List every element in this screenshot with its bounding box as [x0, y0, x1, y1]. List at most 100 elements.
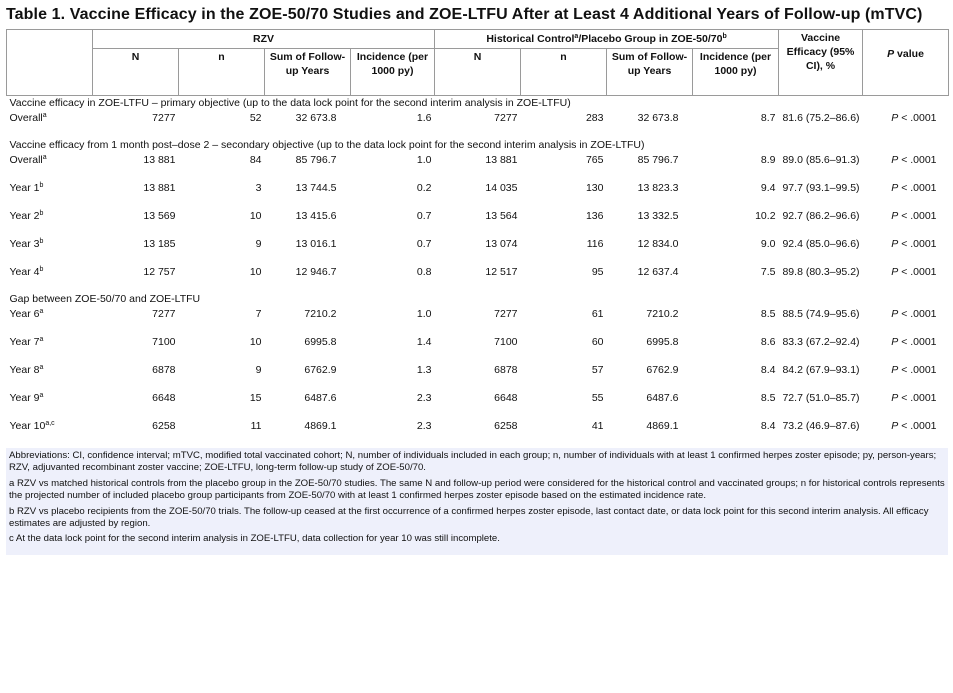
table-cell: 11 [250, 420, 262, 432]
table-cell: 130 [585, 182, 604, 194]
vaccine-efficacy-cell: 81.6 (75.2–86.6) [782, 112, 860, 124]
table-cell: 9.4 [760, 182, 776, 194]
table-cell: 12 517 [485, 266, 518, 278]
table-cell: 0.2 [416, 182, 432, 194]
section-label: Vaccine efficacy from 1 month post–dose … [9, 139, 645, 151]
table-cell: 8.9 [760, 154, 776, 166]
vaccine-efficacy-cell: 84.2 (67.9–93.1) [782, 364, 860, 376]
footnote-c: c At the data lock point for the second … [9, 533, 500, 545]
table-cell: 85 796.7 [295, 154, 337, 166]
table-cell: 0.7 [416, 238, 432, 250]
table-cell: 283 [585, 112, 604, 124]
table-cell: 0.7 [416, 210, 432, 222]
footnote-abbreviations: Abbreviations: CI, confidence interval; … [9, 450, 937, 474]
table-cell: 136 [585, 210, 604, 222]
table-cell: 6762.9 [304, 364, 337, 376]
table-cell: 7277 [152, 112, 176, 124]
table-cell: 13 415.6 [295, 210, 337, 222]
vaccine-efficacy-cell: 83.3 (67.2–92.4) [782, 336, 860, 348]
table-cell: 7210.2 [646, 308, 679, 320]
table-cell: 6995.8 [304, 336, 337, 348]
section-header: Vaccine efficacy in ZOE-LTFU – primary o… [7, 96, 949, 111]
col-rzv-followup: Sum of Follow-up Years [264, 48, 351, 96]
footnote-b: b RZV vs placebo recipients from the ZOE… [9, 505, 929, 530]
table-cell: 116 [586, 238, 604, 250]
table-cell: 8.4 [760, 420, 776, 432]
table-cell: 2.3 [416, 420, 432, 432]
row-label: Year 8a [9, 364, 44, 376]
table-cell: 6487.6 [646, 392, 679, 404]
table-row: Year 10a,c 6258 11 4869.1 2.3 6258 41 4869.1 8.4… [7, 418, 949, 446]
table-cell: 1.4 [416, 336, 432, 348]
section-label: Vaccine efficacy in ZOE-LTFU – primary o… [9, 97, 571, 109]
table-cell: 10 [249, 266, 262, 278]
table-cell: 765 [585, 154, 604, 166]
table-row: Year 6a 7277 7 7210.2 1.0 7277 61 7210.2 8.5 88.5… [7, 306, 949, 334]
table-cell: 13 881 [143, 182, 176, 194]
row-label: Year 10a,c [9, 420, 55, 432]
table-row: Year 9a 6648 15 6487.6 2.3 6648 55 6487.6 8.5 72.… [7, 390, 949, 418]
header-vaccine-efficacy: Vaccine Efficacy (95% CI), % [778, 29, 864, 96]
table-cell: 13 074 [485, 238, 518, 250]
p-value-cell: P < .0001 [891, 364, 937, 376]
table-cell: 8.5 [760, 308, 776, 320]
footnotes: Abbreviations: CI, confidence interval; … [6, 448, 948, 555]
table-cell: 41 [591, 420, 604, 432]
table-cell: 6258 [494, 420, 518, 432]
table-cell: 13 564 [485, 210, 518, 222]
col-hc-N: N [434, 48, 521, 96]
table-cell: 1.3 [416, 364, 432, 376]
table-cell: 13 332.5 [637, 210, 679, 222]
table-cell: 7277 [152, 308, 176, 320]
table-cell: 32 673.8 [637, 112, 679, 124]
table-cell: 9 [255, 238, 262, 250]
row-label: Year 4b [9, 266, 44, 278]
table-cell: 9 [255, 364, 262, 376]
table-cell: 7100 [494, 336, 518, 348]
table-cell: 7277 [494, 112, 518, 124]
col-hc-n: n [520, 48, 607, 96]
header-historical-control: Historical Controla/Placebo Group in ZOE… [433, 29, 780, 49]
col-hc-followup: Sum of Follow-up Years [606, 48, 693, 96]
table-cell: 7210.2 [304, 308, 337, 320]
table-cell: 57 [591, 364, 604, 376]
vaccine-efficacy-cell: 88.5 (74.9–95.6) [782, 308, 860, 320]
header-rzv: RZV [92, 29, 435, 49]
table-body: Vaccine efficacy in ZOE-LTFU – primary o… [7, 96, 949, 447]
table-cell: 8.6 [760, 336, 776, 348]
table-cell: 13 744.5 [295, 182, 337, 194]
table-cell: 12 834.0 [637, 238, 679, 250]
row-label: Overalla [9, 112, 47, 124]
table-cell: 6995.8 [646, 336, 679, 348]
table-title: Table 1. Vaccine Efficacy in the ZOE-50/… [6, 6, 923, 23]
table-cell: 6258 [152, 420, 176, 432]
efficacy-table: RZV Historical Controla/Placebo Group in… [6, 29, 950, 447]
p-value-cell: P < .0001 [891, 308, 937, 320]
table-cell: 14 035 [485, 182, 518, 194]
table-cell: 7 [255, 308, 262, 320]
table-cell: 15 [249, 392, 262, 404]
row-label: Overalla [9, 154, 47, 166]
table-cell: 7100 [152, 336, 176, 348]
table-cell: 6648 [494, 392, 518, 404]
p-value-cell: P < .0001 [891, 336, 937, 348]
table-row: Year 8a 6878 9 6762.9 1.3 6878 57 6762.9 8.4 84.2… [7, 362, 949, 390]
table-row: Year 4b 12 757 10 12 946.7 0.8 12 517 95 12 637… [7, 264, 949, 292]
vaccine-efficacy-cell: 72.7 (51.0–85.7) [782, 392, 860, 404]
table-cell: 13 016.1 [295, 238, 337, 250]
row-label: Year 7a [9, 336, 44, 348]
col-rzv-N: N [92, 48, 179, 96]
vaccine-efficacy-cell: 92.7 (86.2–96.6) [782, 210, 860, 222]
table-cell: 4869.1 [646, 420, 679, 432]
table-cell: 2.3 [416, 392, 432, 404]
row-label: Year 2b [9, 210, 44, 222]
section-header: Vaccine efficacy from 1 month post–dose … [7, 138, 949, 152]
table-cell: 61 [591, 308, 604, 320]
table-cell: 52 [249, 112, 262, 124]
table-cell: 6648 [152, 392, 176, 404]
table-cell: 32 673.8 [295, 112, 337, 124]
col-rzv-incidence: Incidence (per 1000 py) [350, 48, 435, 96]
table-cell: 6487.6 [304, 392, 337, 404]
table-cell: 13 185 [143, 238, 176, 250]
table-cell: 8.7 [760, 112, 776, 124]
